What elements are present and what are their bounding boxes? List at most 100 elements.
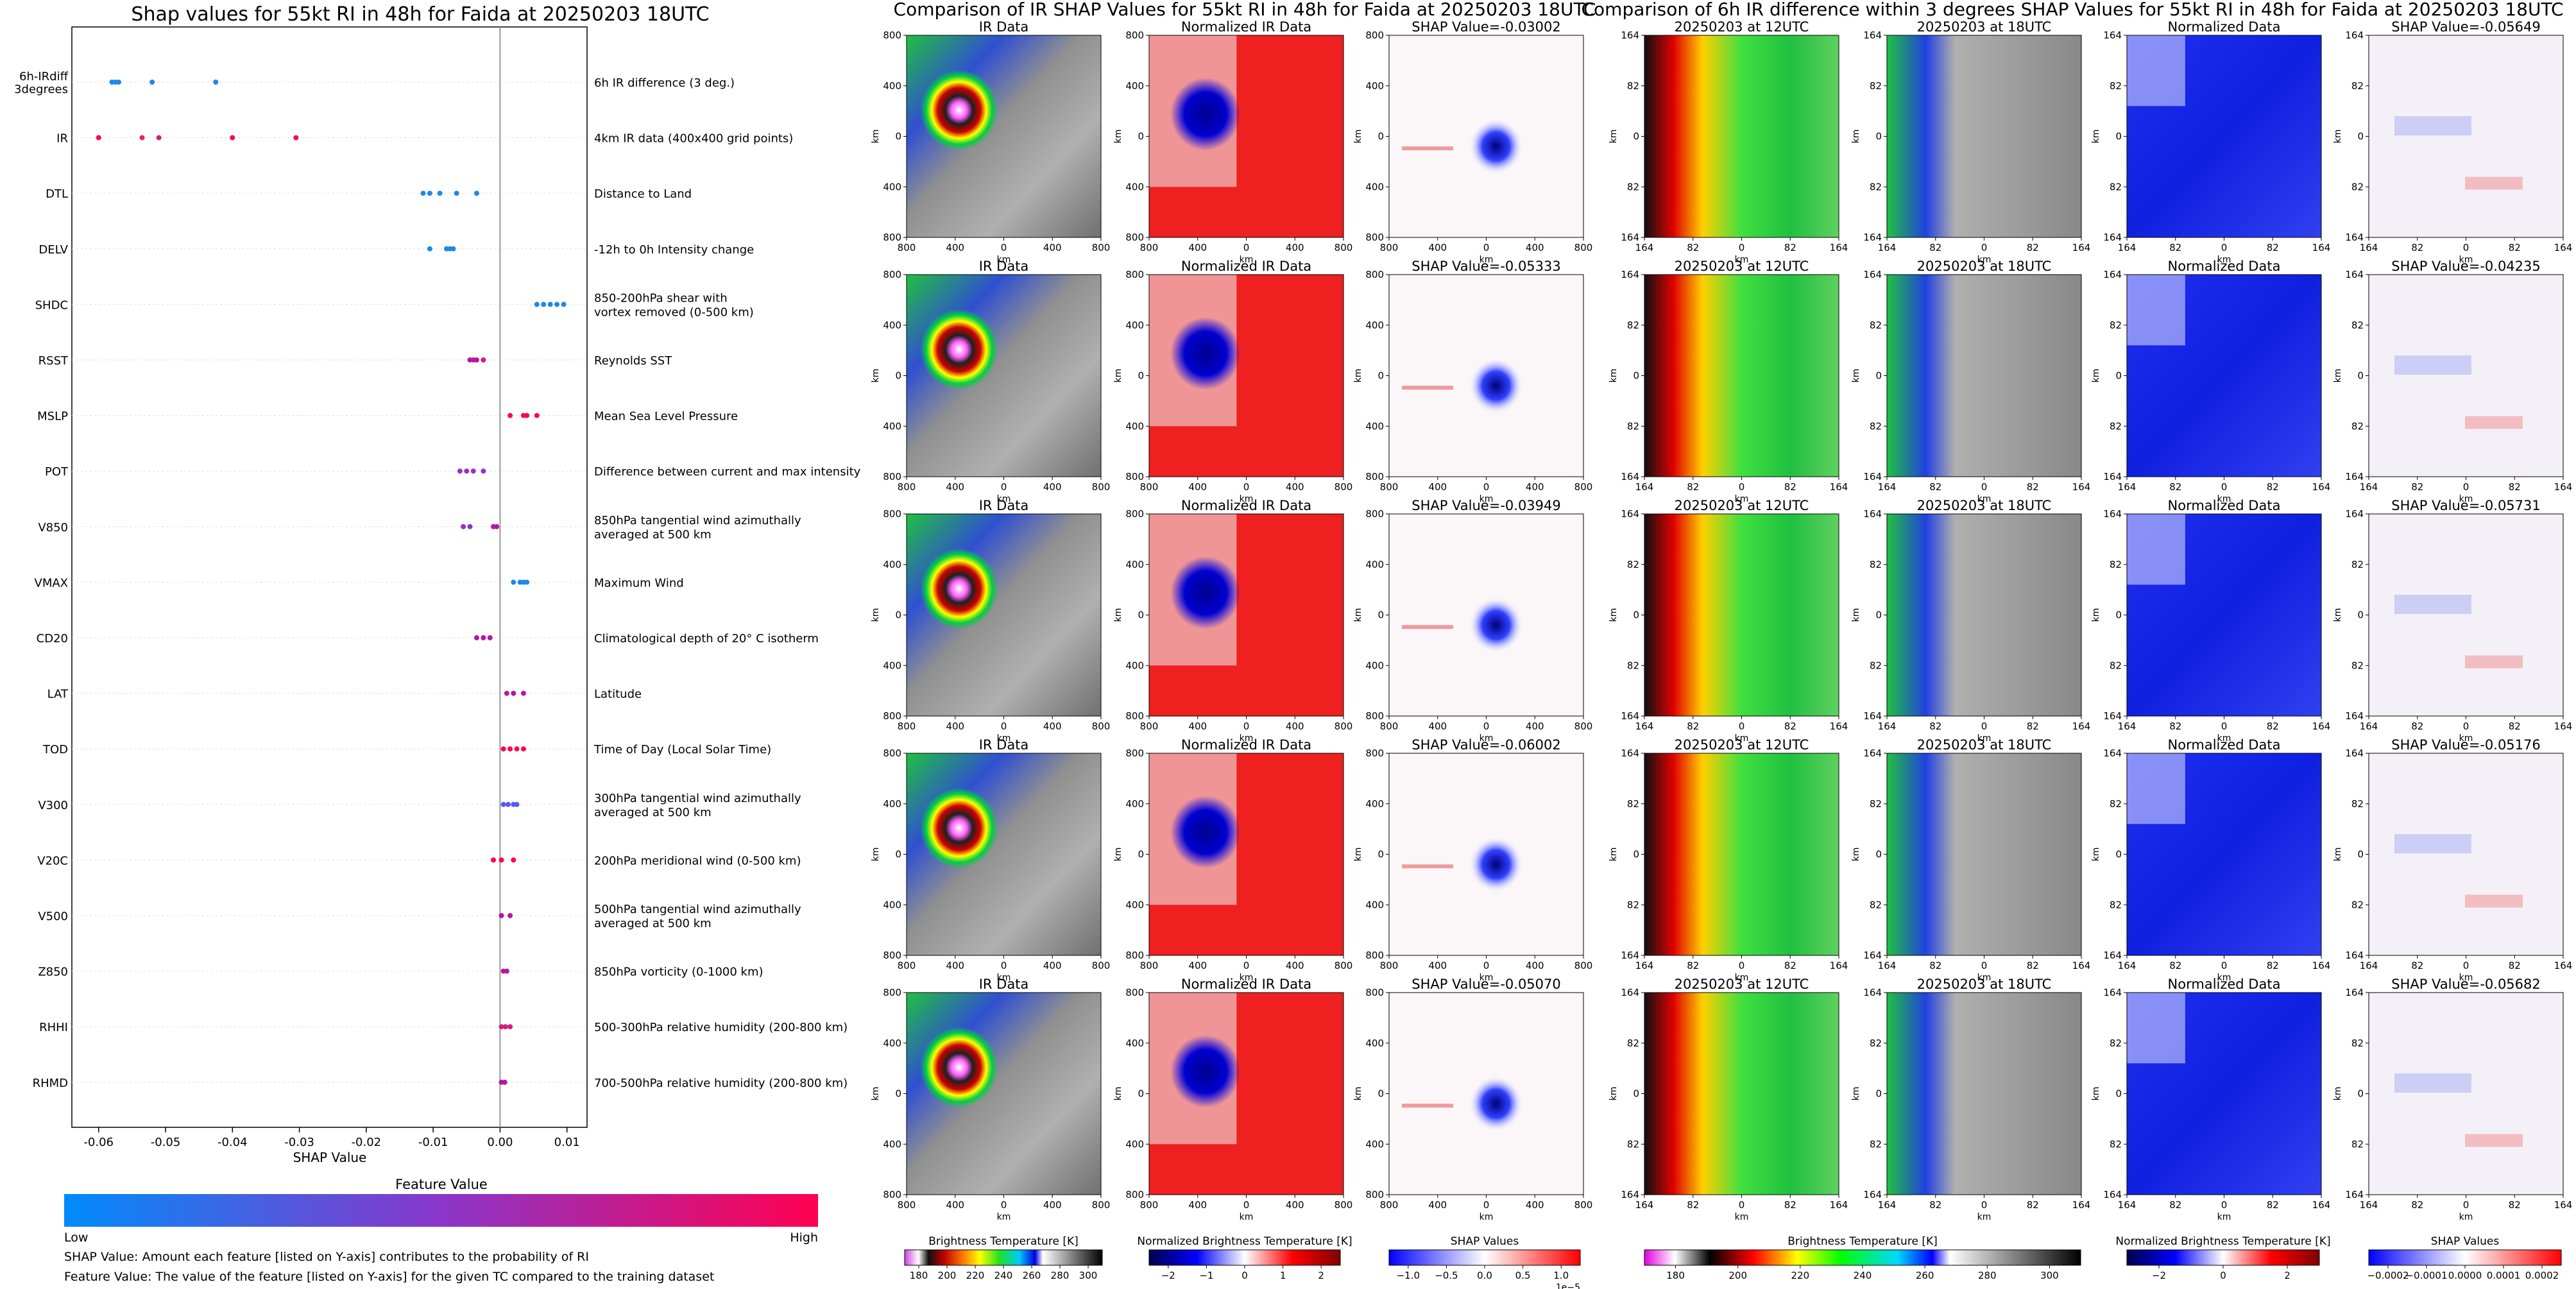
shap-dot [504,968,509,974]
panel-title: Normalized Data [2168,498,2281,513]
y-tick-label: 400 [1125,798,1144,810]
x-tick-label: 164 [2072,960,2091,971]
y-tick-label: 82 [2110,1138,2122,1150]
y-tick-label: 82 [1627,1037,1639,1049]
y-tick-label: 82 [1870,1037,1882,1049]
x-axis-ticks: -0.06 -0.05 -0.04 -0.03 -0.02 -0.01 0.00 0.01 [83,1127,580,1149]
shap-dot [454,191,459,196]
y-tick-label: 164 [1621,1189,1639,1200]
x-axis-label: km [1977,255,1992,265]
diff-normalized-patch [2127,35,2185,107]
x-tick-label: 0 [1001,1199,1007,1211]
y-tick-label: 800 [883,1189,901,1200]
y-tick-label: 164 [1863,987,1882,998]
x-tick-label: 164 [1830,242,1848,253]
y-tick-label: 164 [1863,508,1882,520]
shap-summary-plot: Shap values for 55kt RI in 48h for Faida… [14,3,861,1245]
shap-dot [508,413,513,418]
diff-shap-positive [2465,894,2523,908]
x-tick-label: 0 [1483,960,1490,971]
x-tick-label: 800 [1335,1199,1353,1211]
y-tick-label: 400 [1365,899,1384,910]
x-tick-label: 800 [1574,1199,1593,1211]
colorbar-tick-label: 260 [1023,1270,1041,1281]
y-tick-label: 0 [1378,370,1384,382]
ir-storm [907,753,1101,955]
feature-description: Difference between current and max inten… [594,465,861,479]
panel-title: SHAP Value=-0.03949 [1412,498,1561,513]
y-axis-label: km [1608,848,1619,862]
x-tick-label: 400 [1286,481,1304,493]
colorbar-tick-label: 1.0 [1553,1270,1569,1281]
feature-description: Latitude [594,688,642,701]
y-tick-label: 82 [2351,320,2364,331]
diff-18utc-image [1887,275,2081,477]
y-tick-label: 0 [1633,370,1639,382]
y-tick-label: 400 [883,181,901,192]
y-tick-label: 400 [1365,1037,1384,1049]
y-tick-label: 0 [1633,849,1639,860]
x-tick-label: -0.03 [284,1136,314,1149]
shap-dot [499,1024,504,1030]
x-axis-label: km [1735,255,1749,265]
feature-description: 6h IR difference (3 deg.) [594,76,735,90]
y-tick-label: 82 [2110,798,2122,810]
y-tick-label: 0 [1138,131,1144,142]
y-tick-label: 800 [883,30,901,41]
x-tick-label: -0.04 [218,1136,248,1149]
y-tick-label: 164 [2345,987,2364,998]
panel-title: 20250203 at 12UTC [1675,19,1809,35]
y-tick-label: 164 [2345,232,2364,243]
y-axis-label: km [2333,1087,2343,1101]
y-axis-label: km [1608,369,1619,383]
normalized-storm [1149,753,1343,955]
shap-dot [461,524,466,529]
x-tick-label: 164 [2554,721,2573,732]
panel-title: 20250203 at 18UTC [1917,498,2052,513]
y-tick-label: 82 [2351,798,2364,810]
x-tick-label: -0.05 [151,1136,181,1149]
x-tick-label: 164 [2360,242,2378,253]
x-axis-label: km [2217,494,2231,504]
shap-dot [473,191,479,196]
y-tick-label: 164 [2103,950,2122,961]
y-tick-label: 400 [883,420,901,432]
y-tick-label: 800 [1125,710,1144,722]
x-tick-label: 164 [2312,960,2331,971]
x-axis-label: km [2217,255,2231,265]
colorbar-label: Normalized Brightness Temperature [K] [1137,1235,1352,1248]
colorbar-tick-label: 0.5 [1515,1270,1531,1281]
x-tick-label: 0 [1243,481,1250,493]
shap-dot [427,191,432,196]
shap-dot [473,635,479,640]
y-tick-label: 164 [2103,269,2122,280]
y-tick-label: 82 [2351,1138,2364,1150]
panel-title: 20250203 at 12UTC [1675,259,1809,274]
x-tick-label: 82 [1929,960,1941,971]
x-tick-label: 800 [1335,960,1353,971]
x-tick-label: 82 [2027,960,2039,971]
y-tick-label: 0 [2357,610,2364,621]
x-tick-label: 400 [1428,481,1447,493]
y-tick-label: 82 [1870,1138,1882,1150]
feature-description: 500hPa tangential wind azimuthally [594,903,801,916]
ir-storm [907,993,1101,1195]
y-tick-label: 82 [2351,660,2364,671]
y-tick-label: 164 [2103,710,2122,722]
panel-title: Normalized IR Data [1181,498,1311,513]
x-tick-label: 82 [1687,481,1699,493]
y-tick-label: 0 [1633,610,1639,621]
x-tick-label: 164 [2118,242,2137,253]
shap-dot [116,80,121,85]
y-tick-label: 400 [1365,798,1384,810]
x-tick-label: 82 [2267,721,2279,732]
colorbar-tick-label: 260 [1916,1270,1934,1281]
x-tick-label: 82 [2509,721,2521,732]
y-tick-label: 0 [2115,370,2122,382]
x-tick-label: 0 [1001,481,1007,493]
x-tick-label: 164 [2072,1199,2091,1211]
y-tick-label: 0 [1378,610,1384,621]
shap-dot [494,524,500,529]
colorbar-tick-label: 300 [1079,1270,1098,1281]
y-tick-label: 800 [1365,987,1384,998]
